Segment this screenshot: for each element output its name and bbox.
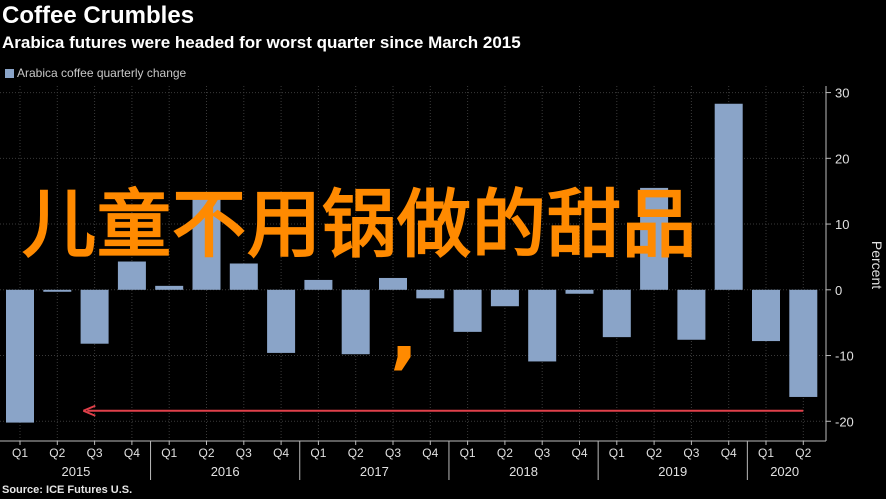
bar bbox=[640, 187, 669, 290]
bar bbox=[341, 289, 370, 355]
bar bbox=[379, 277, 407, 290]
x-tick-label: Q1 bbox=[310, 446, 326, 460]
bar bbox=[192, 196, 221, 290]
x-tick-label: Q1 bbox=[460, 446, 476, 460]
x-tick-label: Q1 bbox=[12, 446, 28, 460]
x-tick-label: Q1 bbox=[161, 446, 177, 460]
year-label: 2017 bbox=[360, 464, 389, 479]
x-tick-label: Q3 bbox=[87, 446, 103, 460]
chart-subtitle: Arabica futures were headed for worst qu… bbox=[2, 33, 521, 52]
x-tick-label: Q2 bbox=[497, 446, 513, 460]
bar bbox=[714, 103, 743, 290]
y-tick-label: 30 bbox=[835, 86, 849, 101]
y-tick-label: -10 bbox=[835, 349, 854, 364]
bar bbox=[416, 289, 445, 299]
bar bbox=[43, 289, 72, 292]
legend-label: Arabica coffee quarterly change bbox=[17, 66, 187, 80]
x-tick-label: Q4 bbox=[422, 446, 438, 460]
y-tick-label: 20 bbox=[835, 151, 849, 166]
bar bbox=[677, 289, 706, 340]
x-tick-label: Q4 bbox=[124, 446, 140, 460]
chart-title: Coffee Crumbles bbox=[2, 2, 195, 29]
x-tick-label: Q3 bbox=[683, 446, 699, 460]
year-label: 2019 bbox=[658, 464, 687, 479]
bar bbox=[155, 285, 184, 290]
year-label: 2020 bbox=[770, 464, 799, 479]
year-label: 2018 bbox=[509, 464, 538, 479]
arrow-head bbox=[82, 404, 96, 417]
legend-swatch bbox=[5, 68, 14, 78]
x-tick-label: Q2 bbox=[49, 446, 65, 460]
legend: Arabica coffee quarterly change bbox=[5, 66, 186, 80]
bar bbox=[528, 289, 557, 362]
bar bbox=[304, 279, 333, 290]
x-tick-label: Q4 bbox=[571, 446, 587, 460]
bar bbox=[602, 289, 631, 338]
x-tick-label: Q2 bbox=[795, 446, 811, 460]
bar bbox=[490, 289, 519, 307]
x-tick-label: Q3 bbox=[236, 446, 252, 460]
bar bbox=[267, 289, 296, 353]
y-axis-label: Percent bbox=[869, 241, 885, 289]
x-tick-label: Q1 bbox=[609, 446, 625, 460]
x-tick-label: Q1 bbox=[758, 446, 774, 460]
x-tick-label: Q3 bbox=[534, 446, 550, 460]
x-tick-label: Q2 bbox=[348, 446, 364, 460]
bar bbox=[565, 289, 594, 294]
bar bbox=[789, 289, 818, 397]
year-label: 2015 bbox=[61, 464, 90, 479]
overlay-text: 儿童不用锅做的甜品 bbox=[22, 182, 697, 268]
y-tick-label: -20 bbox=[835, 414, 854, 429]
x-tick-label: Q2 bbox=[198, 446, 214, 460]
bar bbox=[117, 261, 146, 290]
bar bbox=[6, 289, 34, 423]
source-note: Source: ICE Futures U.S. bbox=[2, 484, 133, 496]
overlay-comma: , bbox=[390, 292, 419, 378]
year-label: 2016 bbox=[211, 464, 240, 479]
bar bbox=[453, 289, 482, 332]
y-tick-label: 10 bbox=[835, 217, 849, 232]
x-tick-label: Q3 bbox=[385, 446, 401, 460]
bar bbox=[229, 263, 258, 290]
y-tick-label: 0 bbox=[835, 283, 842, 298]
x-tick-label: Q4 bbox=[721, 446, 737, 460]
x-tick-label: Q2 bbox=[646, 446, 662, 460]
bar bbox=[752, 289, 780, 342]
x-tick-label: Q4 bbox=[273, 446, 289, 460]
bar bbox=[80, 289, 109, 344]
